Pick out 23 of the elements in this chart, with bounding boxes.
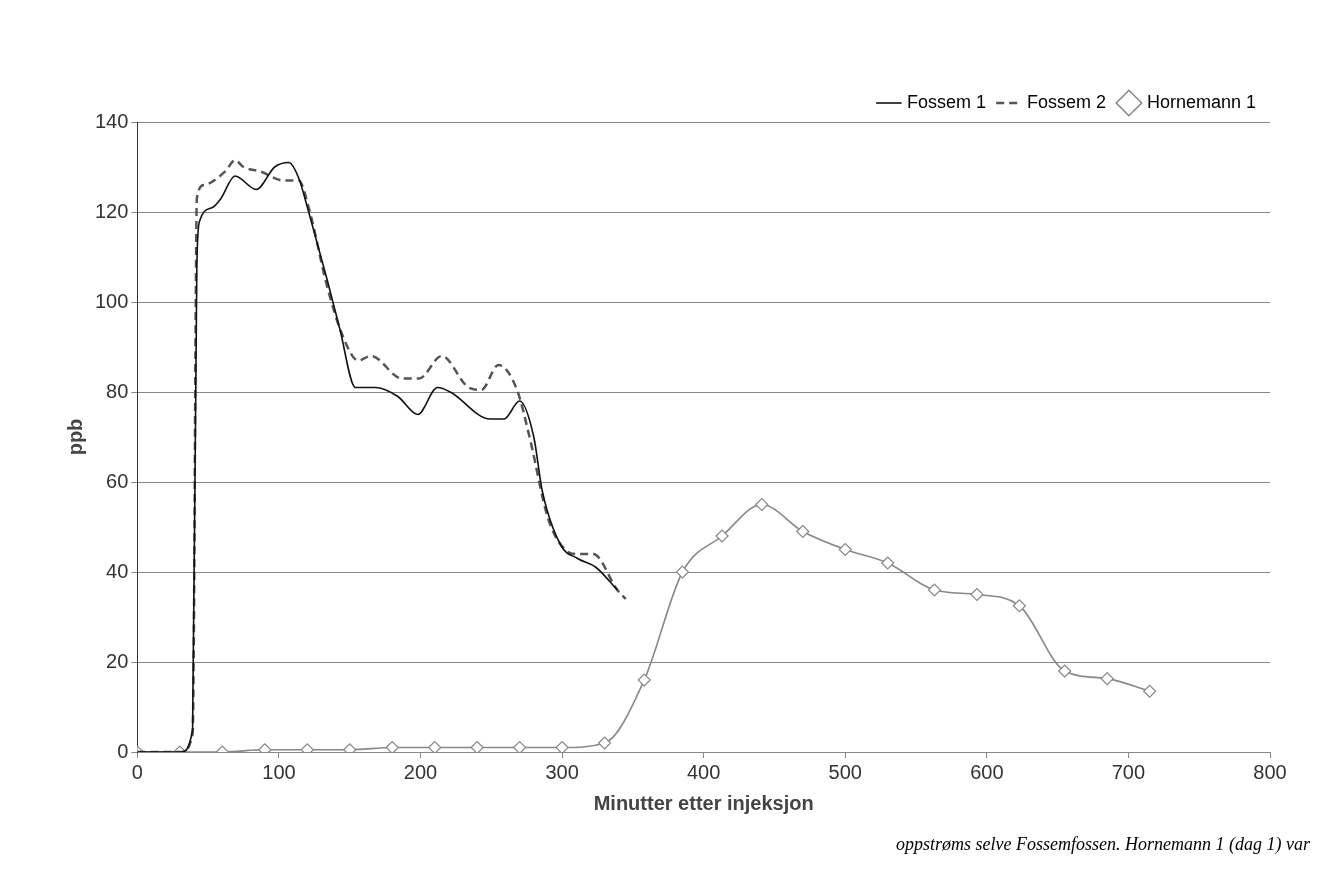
x-tick-label: 700 bbox=[1111, 760, 1146, 783]
legend-label: Hornemann 1 bbox=[1146, 91, 1257, 112]
text: oppstrøms selve Fossemfossen. Hornemann 1 (dag 1) var bbox=[895, 834, 1310, 855]
x-tick-label: 400 bbox=[687, 760, 721, 783]
x-tick-label: 800 bbox=[1253, 760, 1287, 783]
y-tick-label: 20 bbox=[106, 649, 129, 672]
y-tick-label: 0 bbox=[117, 739, 129, 762]
y-tick-label: 100 bbox=[94, 289, 129, 312]
y-axis-title: ppb bbox=[63, 418, 86, 456]
x-tick-label: 300 bbox=[545, 760, 579, 783]
x-axis-title: Minutter etter injeksjon bbox=[593, 791, 814, 814]
x-tick-label: 600 bbox=[970, 760, 1004, 783]
x-tick-label: 200 bbox=[403, 760, 438, 783]
x-tick-label: 0 bbox=[131, 760, 143, 783]
x-tick-label: 500 bbox=[828, 760, 862, 783]
y-tick-label: 80 bbox=[106, 379, 129, 402]
y-tick-label: 60 bbox=[106, 469, 129, 492]
x-tick-label: 100 bbox=[262, 760, 296, 783]
y-tick-label: 40 bbox=[106, 559, 129, 582]
y-tick-label: 140 bbox=[94, 109, 129, 132]
legend-label: Fossem 2 bbox=[1026, 91, 1106, 112]
legend-label: Fossem 1 bbox=[906, 91, 986, 112]
y-tick-label: 120 bbox=[94, 199, 129, 222]
